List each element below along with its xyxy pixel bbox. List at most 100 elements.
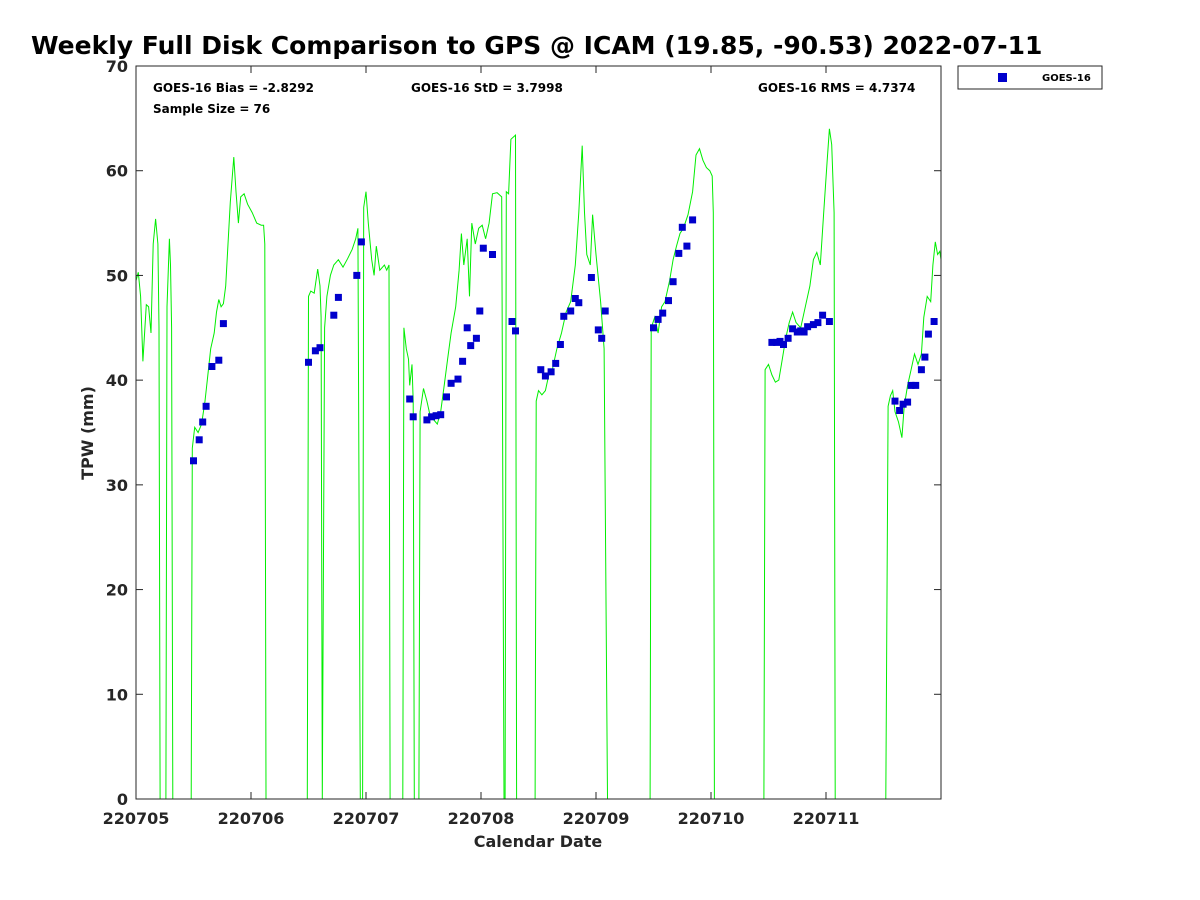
y-tick-label: 20 — [106, 581, 128, 600]
goes16-point — [912, 381, 920, 389]
goes16-point — [789, 325, 797, 333]
goes16-point — [459, 357, 467, 365]
y-tick-label: 30 — [106, 476, 128, 495]
goes16-point — [819, 311, 827, 319]
goes16-point — [552, 359, 560, 367]
legend-marker — [998, 73, 1007, 82]
y-tick-label: 40 — [106, 371, 128, 390]
goes16-point — [665, 297, 672, 305]
plot-area — [136, 66, 941, 799]
goes16-point — [780, 341, 787, 348]
chart-title: Weekly Full Disk Comparison to GPS @ ICA… — [31, 31, 1042, 60]
x-tick-label: 220709 — [563, 809, 630, 828]
goes16-point — [601, 307, 609, 315]
goes16-point — [678, 223, 686, 231]
goes16-point — [891, 397, 899, 405]
goes16-point — [199, 418, 207, 426]
goes16-point — [800, 328, 808, 336]
y-tick-label: 50 — [106, 266, 128, 285]
goes16-point — [423, 416, 431, 424]
std-stat: GOES-16 StD = 3.7998 — [411, 81, 563, 95]
x-tick-label: 220711 — [793, 809, 860, 828]
sample-size-stat: Sample Size = 76 — [153, 102, 270, 116]
goes16-point — [814, 319, 822, 327]
goes16-point — [437, 411, 445, 419]
goes16-point — [556, 341, 564, 348]
goes16-point — [311, 347, 319, 355]
goes16-point — [654, 315, 662, 323]
legend: GOES-16 — [957, 65, 1103, 90]
goes16-point — [476, 307, 484, 315]
goes16-point — [508, 318, 516, 325]
rms-stat: GOES-16 RMS = 4.7374 — [758, 81, 915, 95]
goes16-point — [659, 309, 667, 317]
goes16-point — [921, 353, 929, 361]
x-tick-label: 220705 — [103, 809, 170, 828]
goes16-point — [594, 326, 602, 334]
goes16-point — [305, 358, 312, 366]
goes16-point — [560, 312, 568, 320]
goes16-point — [219, 320, 227, 328]
goes16-point — [512, 327, 519, 335]
goes16-point — [406, 395, 414, 403]
goes16-point — [447, 379, 455, 387]
gps-line-layer — [136, 128, 941, 799]
goes16-point — [650, 324, 657, 332]
x-tick-label: 220706 — [218, 809, 285, 828]
goes16-point — [904, 398, 912, 406]
x-axis-label: Calendar Date — [474, 832, 603, 851]
goes16-point — [472, 334, 480, 342]
goes16-point — [825, 318, 833, 325]
goes16-point — [334, 293, 342, 301]
goes16-point — [541, 372, 549, 380]
goes16-point — [463, 324, 471, 332]
goes16-point — [195, 436, 203, 444]
goes16-point — [409, 413, 417, 421]
y-tick-label: 10 — [106, 685, 128, 704]
goes16-point — [917, 366, 925, 374]
goes16-point — [784, 334, 792, 342]
y-axis-label: TPW (mm) — [78, 386, 97, 480]
x-tick-label: 220707 — [333, 809, 400, 828]
goes16-point — [930, 318, 938, 325]
goes16-point — [353, 271, 361, 279]
goes16-point — [428, 413, 436, 421]
legend-box — [957, 65, 1103, 90]
goes16-point — [467, 342, 475, 350]
goes16-point — [479, 244, 487, 252]
goes16-point — [924, 330, 932, 338]
goes16-point — [689, 216, 697, 224]
goes16-point — [809, 321, 817, 329]
goes16-point — [571, 295, 579, 302]
goes16-point — [896, 407, 904, 414]
goes16-point — [575, 299, 583, 307]
legend-label: GOES-16 — [1042, 73, 1091, 84]
goes16-point — [804, 323, 812, 331]
goes16-point — [190, 457, 197, 465]
goes16-point — [489, 251, 496, 258]
goes16-point — [215, 356, 223, 364]
goes16-point — [432, 412, 440, 420]
gps-tpw-line — [136, 128, 941, 799]
goes16-point — [598, 334, 606, 342]
goes16-point — [669, 278, 677, 286]
goes16-point — [316, 344, 324, 352]
goes16-point — [202, 402, 210, 410]
goes16-point — [547, 368, 555, 376]
goes16-point — [208, 363, 216, 370]
x-tick-label: 220710 — [678, 809, 745, 828]
x-axis: 220705 220706 220707 220708 220709 220710 2207… — [103, 66, 860, 828]
y-tick-label: 60 — [106, 162, 128, 181]
goes16-point — [443, 393, 450, 401]
goes16-point — [567, 307, 575, 315]
y-axis: 0 10 20 30 40 50 60 70 — [106, 57, 941, 809]
x-tick-label: 220708 — [448, 809, 515, 828]
goes16-marker-layer — [190, 216, 938, 465]
goes16-point — [907, 381, 915, 389]
bias-stat: GOES-16 Bias = -2.8292 — [153, 81, 314, 95]
plot-frame — [135, 65, 942, 800]
goes16-point — [683, 242, 691, 250]
goes16-point — [330, 311, 338, 319]
goes16-point — [768, 338, 776, 346]
